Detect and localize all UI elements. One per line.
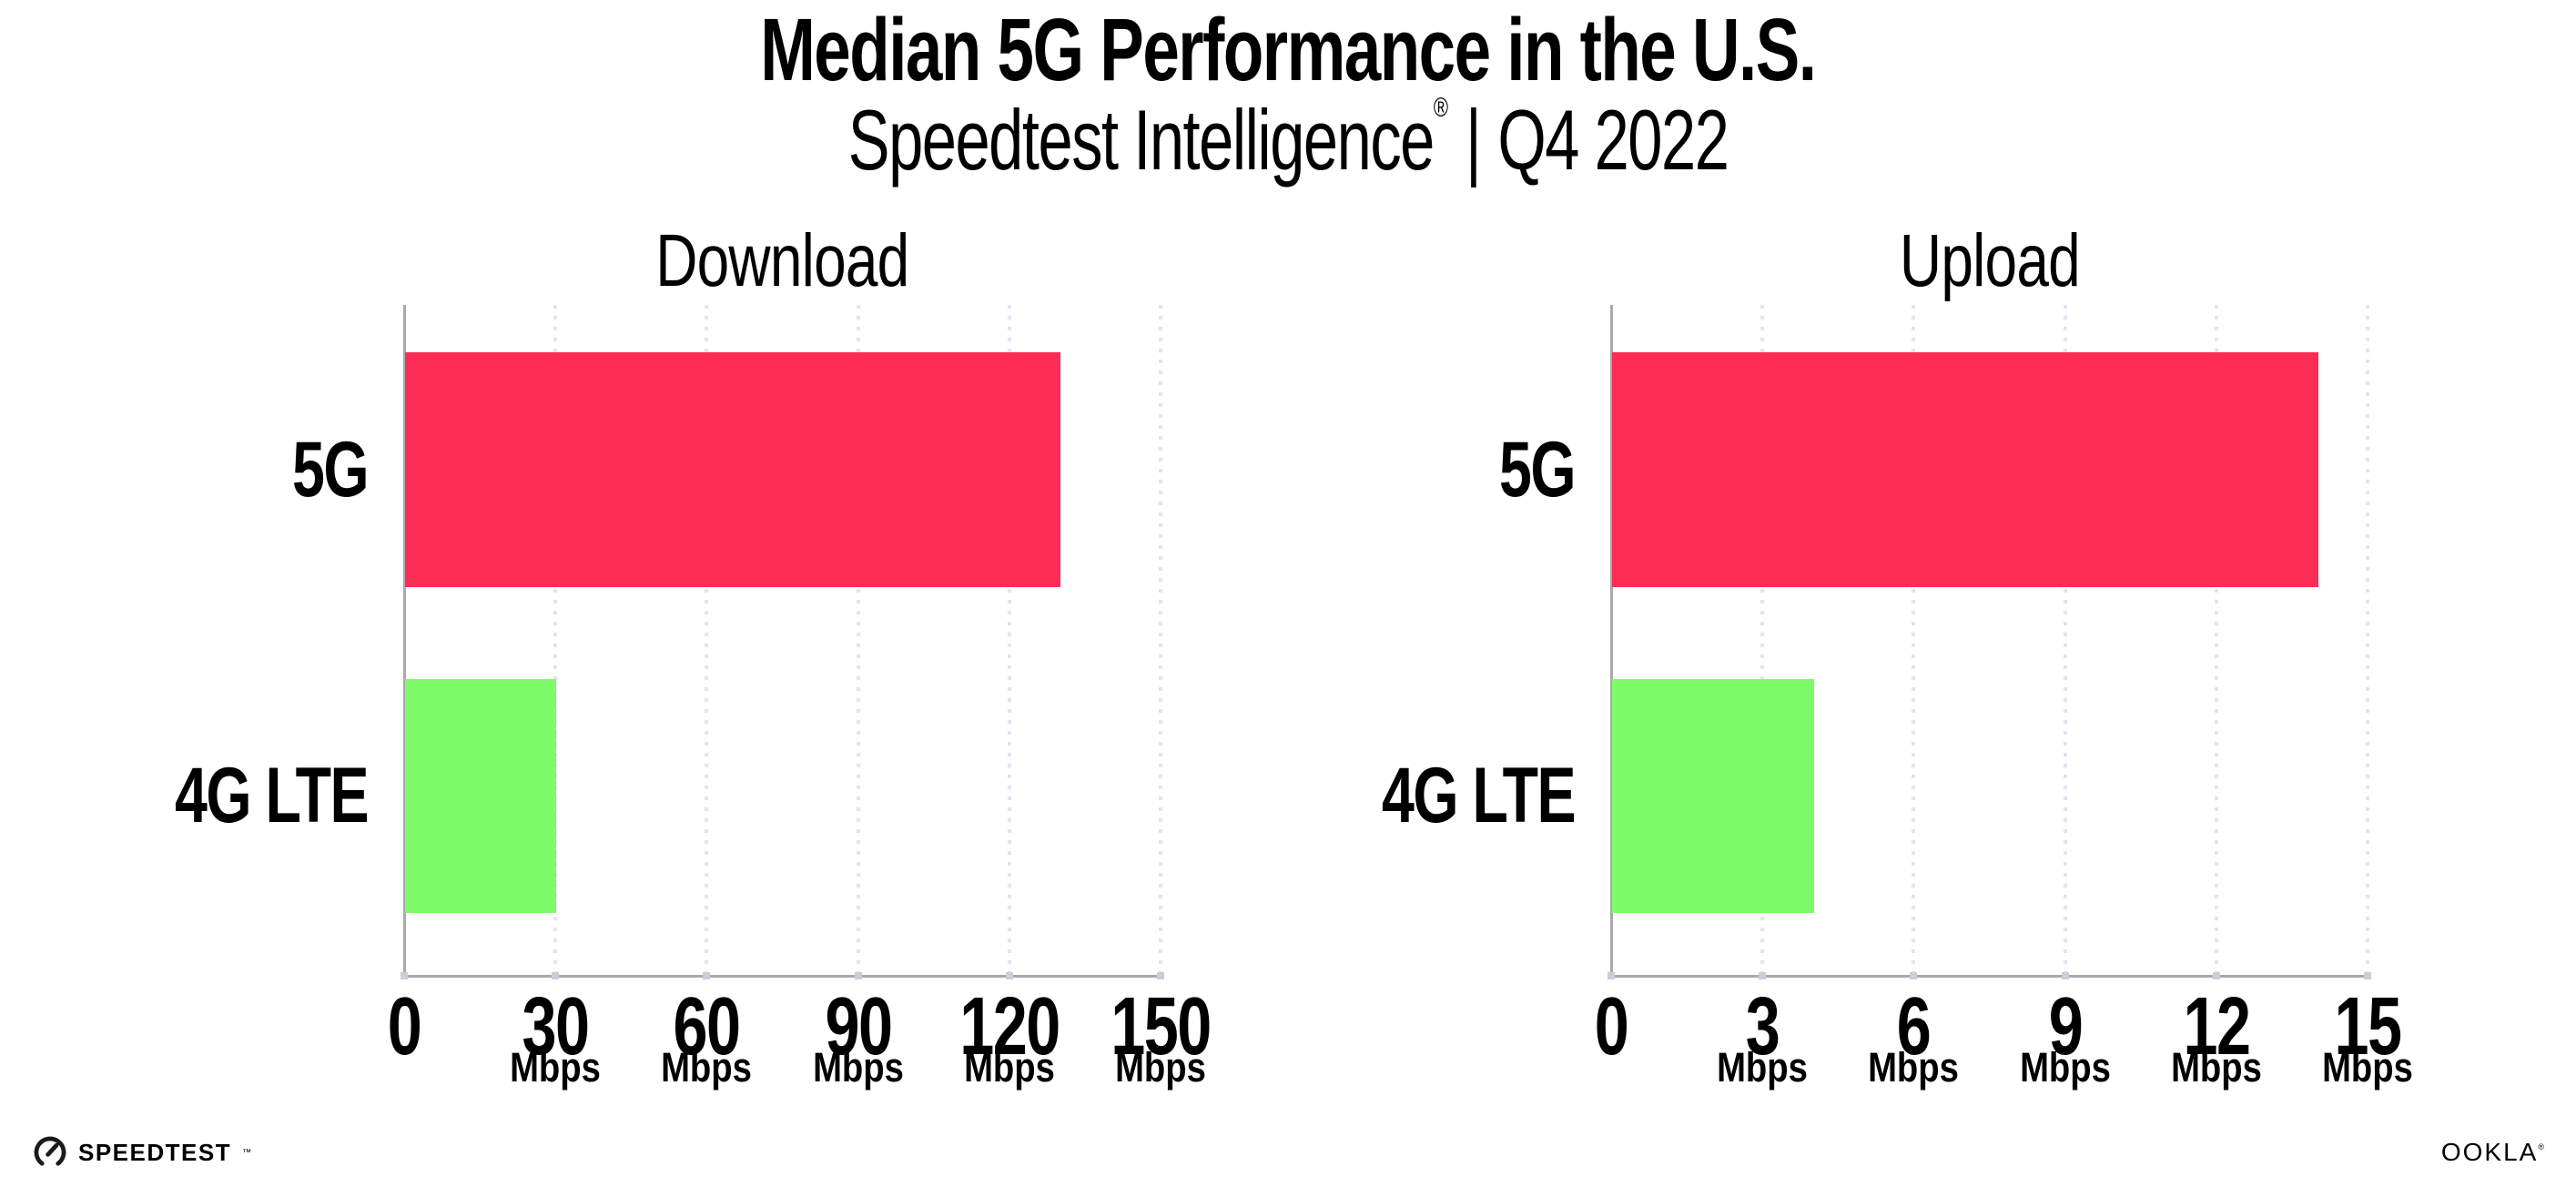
gauge-icon [33, 1135, 67, 1170]
x-tick-label-90: 90 [825, 981, 893, 1072]
gridline-9 [2063, 305, 2067, 976]
x-tick-label-3: 3 [1745, 981, 1780, 1072]
page-title: Median 5G Performance in the U.S. [0, 5, 2576, 94]
subtitle-separator: | [1465, 92, 1482, 188]
bar-4g-lte [1612, 679, 1814, 913]
category-label-5g: 5G [1498, 425, 1577, 513]
x-axis-line [1610, 975, 2369, 978]
gridline-150 [1159, 305, 1162, 976]
ookla-wordmark: OOKLA [2440, 1138, 2539, 1166]
x-tick-unit-60: Mbps [661, 1044, 753, 1090]
category-label-4g-lte: 4G LTE [174, 752, 370, 839]
bar-5g [1612, 352, 2318, 587]
x-tick-label-120: 120 [959, 981, 1060, 1072]
x-tick-unit-9: Mbps [2019, 1044, 2111, 1090]
x-tick-label-9: 9 [2048, 981, 2083, 1072]
x-tick-unit-120: Mbps [963, 1044, 1055, 1090]
x-tick-unit-150: Mbps [1115, 1044, 1206, 1090]
download-chart-title: Download [655, 219, 909, 302]
axis-tick-dot [854, 972, 862, 979]
registered-mark: ® [1433, 93, 1448, 123]
upload-chart-plot-area: 5G 4G LTE [1382, 305, 2371, 979]
gridline-90 [856, 305, 860, 976]
speedtest-logo: SPEEDTEST ™ [33, 1134, 251, 1171]
gridline-60 [705, 305, 709, 976]
x-tick-label-6: 6 [1897, 981, 1932, 1072]
gridline-3 [1760, 305, 1765, 976]
x-tick-label-150: 150 [1111, 981, 1212, 1072]
category-label-4g-lte: 4G LTE [1381, 752, 1577, 839]
axis-tick-dot [1607, 972, 1615, 979]
axis-tick-dot [2212, 972, 2220, 979]
axis-tick-dot [1157, 972, 1164, 979]
x-tick-unit-30: Mbps [510, 1044, 602, 1090]
upload-chart-title: Upload [1899, 219, 2080, 302]
y-axis-line [403, 305, 406, 978]
x-tick-label-0: 0 [387, 981, 422, 1072]
gridline-120 [1007, 305, 1011, 976]
gridline-6 [1912, 305, 1916, 976]
axis-tick-dot [1005, 972, 1013, 979]
speedtest-trademark: ™ [242, 1147, 252, 1158]
axis-tick-dot [1910, 972, 1918, 979]
x-axis-line [403, 975, 1162, 978]
x-tick-label-12: 12 [2183, 981, 2251, 1072]
x-tick-label-30: 30 [522, 981, 591, 1072]
axis-tick-dot [552, 972, 560, 979]
x-tick-unit-12: Mbps [2170, 1044, 2262, 1090]
bar-5g [405, 352, 1061, 587]
subtitle-period: Q4 2022 [1497, 92, 1729, 188]
bar-4g-lte [405, 679, 557, 913]
category-label-5g: 5G [291, 425, 370, 513]
axis-tick-dot [401, 972, 408, 979]
x-tick-unit-15: Mbps [2322, 1044, 2413, 1090]
gridline-15 [2366, 305, 2369, 976]
axis-tick-dot [1759, 972, 1767, 979]
axis-tick-dot [2061, 972, 2069, 979]
download-chart-plot-area: 5G 4G LTE [175, 305, 1164, 979]
x-tick-label-15: 15 [2334, 981, 2402, 1072]
subtitle-brand: Speedtest Intelligence [847, 92, 1435, 188]
x-tick-label-0: 0 [1594, 981, 1629, 1072]
x-tick-unit-6: Mbps [1868, 1044, 1960, 1090]
gridline-12 [2214, 305, 2218, 976]
axis-tick-dot [703, 972, 711, 979]
x-tick-unit-3: Mbps [1717, 1044, 1809, 1090]
axis-tick-dot [2364, 972, 2371, 979]
x-tick-label-60: 60 [673, 981, 742, 1072]
page-subtitle: Speedtest Intelligence® | Q4 2022 [0, 95, 2576, 183]
page-title-text: Median 5G Performance in the U.S. [760, 0, 1817, 99]
ookla-logo: OOKLA® [2441, 1140, 2546, 1165]
x-tick-unit-90: Mbps [812, 1044, 904, 1090]
gridline-30 [553, 305, 558, 976]
y-axis-line [1610, 305, 1613, 978]
speedtest-wordmark: SPEEDTEST [78, 1139, 232, 1166]
ookla-registered-mark: ® [2538, 1142, 2546, 1151]
